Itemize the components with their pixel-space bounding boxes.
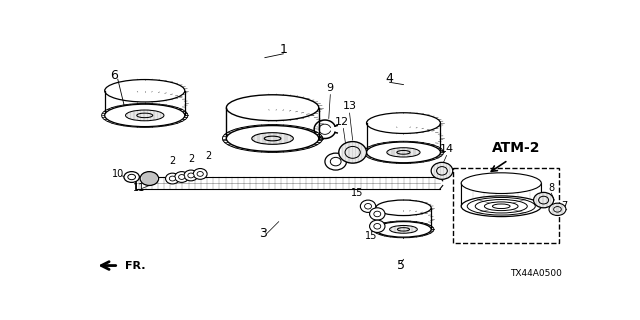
Ellipse shape — [476, 200, 527, 213]
Text: 4: 4 — [386, 72, 394, 85]
Text: 15: 15 — [351, 188, 364, 198]
Ellipse shape — [170, 176, 175, 181]
Ellipse shape — [184, 170, 198, 181]
Ellipse shape — [166, 173, 179, 184]
Text: 5: 5 — [397, 259, 405, 272]
Text: 2: 2 — [205, 151, 212, 161]
Text: 8: 8 — [548, 183, 554, 193]
Ellipse shape — [128, 174, 136, 180]
Ellipse shape — [264, 136, 281, 141]
Text: 1: 1 — [280, 44, 287, 56]
Ellipse shape — [461, 173, 541, 194]
Text: 2: 2 — [170, 156, 175, 166]
Ellipse shape — [140, 172, 159, 186]
Ellipse shape — [390, 226, 417, 233]
Text: 12: 12 — [335, 116, 349, 127]
Text: 15: 15 — [365, 231, 378, 241]
Ellipse shape — [436, 167, 447, 175]
Ellipse shape — [554, 207, 561, 212]
Text: 6: 6 — [110, 69, 118, 82]
Ellipse shape — [397, 150, 410, 154]
Ellipse shape — [539, 196, 548, 204]
Text: 13: 13 — [342, 101, 356, 111]
Ellipse shape — [252, 133, 293, 144]
Ellipse shape — [227, 125, 319, 151]
Text: FR.: FR. — [125, 260, 146, 270]
Ellipse shape — [369, 208, 385, 220]
Ellipse shape — [461, 196, 541, 217]
Ellipse shape — [125, 110, 164, 121]
Ellipse shape — [369, 220, 385, 232]
Ellipse shape — [175, 172, 189, 182]
Ellipse shape — [431, 162, 452, 179]
Ellipse shape — [534, 192, 554, 208]
Ellipse shape — [197, 172, 204, 176]
Ellipse shape — [397, 228, 410, 231]
Text: ATM-2: ATM-2 — [492, 141, 541, 156]
Ellipse shape — [193, 169, 207, 179]
Ellipse shape — [330, 157, 341, 166]
Ellipse shape — [374, 223, 381, 229]
Text: 2: 2 — [188, 154, 194, 164]
Ellipse shape — [492, 204, 510, 209]
Ellipse shape — [105, 104, 185, 127]
Ellipse shape — [387, 148, 420, 157]
Ellipse shape — [339, 141, 367, 163]
Ellipse shape — [137, 113, 153, 118]
Text: 10: 10 — [113, 169, 125, 179]
Text: 15: 15 — [364, 203, 376, 213]
Ellipse shape — [484, 202, 518, 211]
Ellipse shape — [549, 203, 566, 215]
Ellipse shape — [467, 197, 535, 215]
Ellipse shape — [179, 175, 185, 180]
Ellipse shape — [325, 153, 346, 170]
Ellipse shape — [345, 147, 360, 158]
Text: 7: 7 — [561, 201, 568, 211]
Ellipse shape — [376, 221, 431, 237]
Ellipse shape — [360, 200, 376, 212]
Text: TX44A0500: TX44A0500 — [510, 268, 562, 277]
Ellipse shape — [365, 204, 371, 209]
Ellipse shape — [367, 142, 440, 163]
Ellipse shape — [124, 172, 140, 182]
Text: 9: 9 — [327, 83, 334, 93]
Text: 3: 3 — [259, 227, 268, 240]
Text: 14: 14 — [440, 144, 454, 154]
Text: 11: 11 — [132, 183, 145, 193]
Ellipse shape — [188, 173, 194, 178]
Bar — [452, 168, 559, 243]
Ellipse shape — [374, 211, 381, 217]
